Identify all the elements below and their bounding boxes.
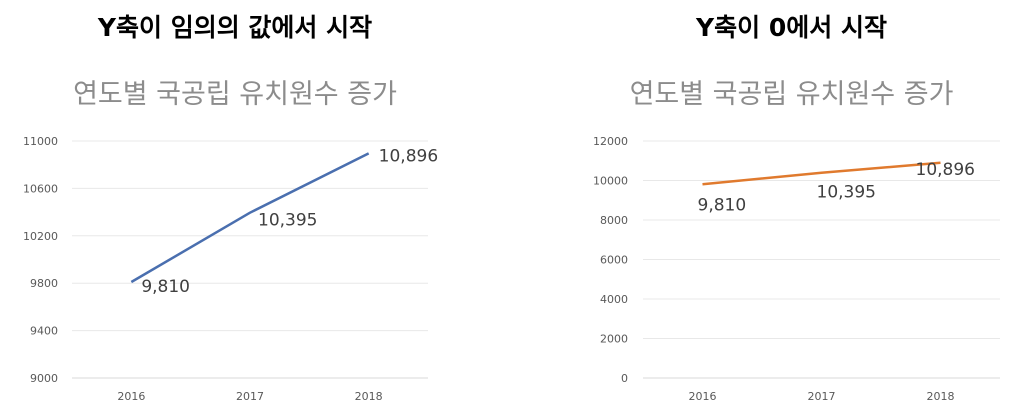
panel-heading: Y축이 0에서 시작 [696, 13, 887, 42]
data-label: 9,810 [698, 195, 747, 215]
y-tick-label: 12000 [593, 135, 628, 148]
y-tick-label: 0 [621, 372, 628, 385]
panel-heading: Y축이 임의의 값에서 시작 [97, 13, 373, 42]
data-label: 10,395 [258, 211, 317, 231]
y-tick-label: 4000 [600, 293, 628, 306]
chart-title: 연도별 국공립 유치원수 증가 [73, 79, 397, 110]
x-tick-label: 2018 [927, 390, 955, 403]
y-tick-label: 9000 [30, 372, 58, 385]
chart-panel-left: Y축이 임의의 값에서 시작 연도별 국공립 유치원수 증가 9000 9400 9… [0, 0, 470, 412]
y-tick-label: 9800 [30, 277, 58, 290]
series-line [130, 152, 370, 284]
y-tick-label: 6000 [600, 254, 628, 267]
y-tick-label: 8000 [600, 214, 628, 227]
data-label: 9,810 [141, 277, 190, 297]
line-chart-zero-axis: 0 2000 4000 6000 8000 10000 12000 2016 2017 2018 9… [593, 135, 1000, 403]
chart-title: 연도별 국공립 유치원수 증가 [629, 79, 954, 110]
data-label: 10,395 [817, 183, 876, 203]
x-tick-label: 2018 [355, 390, 383, 403]
y-tick-label: 2000 [600, 333, 628, 346]
data-label: 10,896 [916, 160, 975, 180]
y-tick-label: 10000 [593, 175, 628, 188]
y-tick-label: 10600 [23, 182, 58, 195]
line-chart-arbitrary-axis: 9000 9400 9800 10200 10600 11000 2016 2017 2018 9… [23, 135, 438, 403]
series-line [702, 161, 941, 186]
x-tick-label: 2016 [117, 390, 145, 403]
y-tick-label: 10200 [23, 230, 58, 243]
x-tick-label: 2017 [236, 390, 264, 403]
y-tick-label: 11000 [23, 135, 58, 148]
y-tick-label: 9400 [30, 325, 58, 338]
x-tick-label: 2017 [808, 390, 836, 403]
data-label: 10,896 [379, 146, 438, 166]
chart-panel-right: Y축이 0에서 시작 연도별 국공립 유치원수 증가 0 2000 4000 6000… [560, 0, 1023, 412]
x-tick-label: 2016 [689, 390, 717, 403]
